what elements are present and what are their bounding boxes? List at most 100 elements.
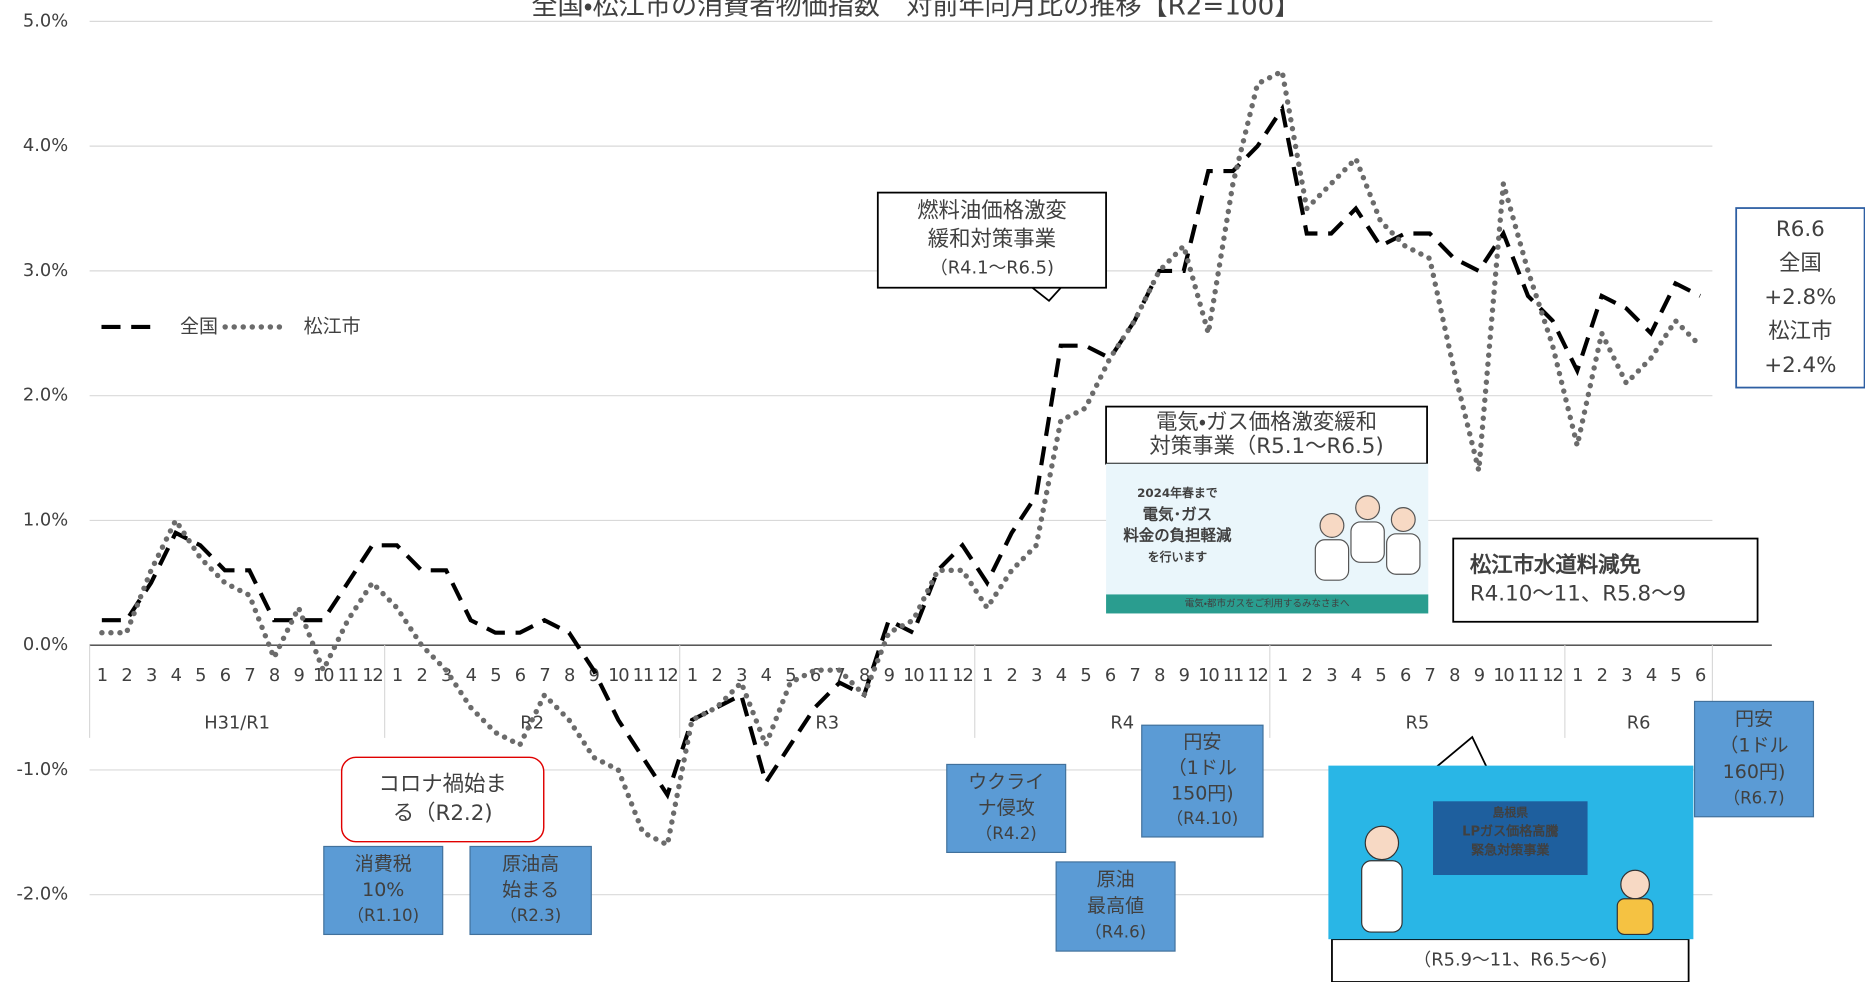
x-tick-label: 9 bbox=[1179, 665, 1190, 686]
illustration-figure bbox=[1356, 496, 1380, 520]
annotation-text: R4.10～11、R5.8～9 bbox=[1470, 581, 1686, 606]
annotation-text: 160円) bbox=[1723, 761, 1786, 783]
x-tick-label: 8 bbox=[269, 665, 280, 686]
illustration-text: 島根県 bbox=[1492, 806, 1528, 820]
x-tick-label: 8 bbox=[1449, 665, 1460, 686]
x-tick-label: 7 bbox=[1130, 665, 1140, 686]
annotation-text: 円安 bbox=[1183, 731, 1221, 753]
x-tick-label: 6 bbox=[1695, 665, 1706, 686]
y-tick-label: -1.0% bbox=[16, 759, 68, 780]
annotation-text: 燃料油価格激変 bbox=[917, 199, 1067, 224]
illustration-figure bbox=[1621, 870, 1650, 899]
annotation: 松江市水道料減免 R4.10～11、R5.8～9 bbox=[1453, 539, 1757, 622]
annotation-text: （1ドル bbox=[1168, 757, 1237, 779]
callout-pointer bbox=[1437, 737, 1487, 767]
x-tick-label: 1 bbox=[392, 665, 402, 686]
annotation-box bbox=[342, 757, 544, 841]
illustration-footer: 電気・都市ガスをご利用するみなさまへ bbox=[1185, 597, 1350, 609]
x-tick-label: 7 bbox=[244, 665, 254, 686]
illustration-figure bbox=[1315, 540, 1348, 580]
x-tick-label: 3 bbox=[1326, 665, 1336, 686]
x-tick-label: 11 bbox=[633, 665, 653, 686]
annotation-text: 10% bbox=[362, 879, 404, 901]
x-tick-label: 10 bbox=[1493, 665, 1514, 686]
group-label: R4 bbox=[1110, 713, 1134, 734]
illustration-figure bbox=[1362, 861, 1402, 932]
x-tick-label: 7 bbox=[539, 665, 549, 686]
annotation-text: 消費税 bbox=[355, 853, 412, 875]
annotation-text: 原油高 bbox=[502, 853, 559, 875]
x-tick-label: 12 bbox=[1247, 665, 1267, 686]
x-tick-label: 4 bbox=[171, 665, 182, 686]
annotation-text: 緩和対策事業 bbox=[928, 227, 1056, 252]
illustration-figure bbox=[1387, 534, 1420, 574]
x-tick-label: 3 bbox=[1031, 665, 1041, 686]
annotation-text: （R4.10) bbox=[1167, 809, 1239, 828]
annotation: R6.6全国+2.8%松江市+2.4% bbox=[1736, 208, 1864, 388]
x-tick-label: 6 bbox=[220, 665, 231, 686]
annotation: （R5.9～11、R6.5～6) bbox=[1332, 939, 1689, 982]
y-tick-label: 3.0% bbox=[23, 260, 68, 281]
illustration-text: を行います bbox=[1148, 550, 1207, 564]
x-tick-label: 2 bbox=[416, 665, 426, 686]
body: 全国・松江市の消費者物価指数 対前年同月比の推移【R2=100】 -2.0%-1… bbox=[0, 0, 1865, 982]
x-tick-label: 1 bbox=[982, 665, 992, 686]
x-tick-label: 10 bbox=[903, 665, 924, 686]
group-label: R5 bbox=[1405, 713, 1429, 734]
annotation: 燃料油価格激変緩和対策事業（R4.1～R6.5) bbox=[878, 193, 1106, 288]
x-tick-label: 4 bbox=[761, 665, 772, 686]
x-tick-label: 4 bbox=[1646, 665, 1657, 686]
annotation-text: る（R2.2) bbox=[393, 801, 493, 826]
annotation-text: （R6.7) bbox=[1723, 788, 1784, 807]
chart: 全国・松江市の消費者物価指数 対前年同月比の推移【R2=100】 -2.0%-1… bbox=[0, 0, 1865, 982]
illustration-text: LPガス価格高騰 bbox=[1462, 824, 1559, 840]
x-tick-label: 1 bbox=[1277, 665, 1287, 686]
annotation: 電気・ガス価格激変緩和対策事業（R5.1～R6.5) bbox=[1106, 407, 1427, 464]
x-tick-label: 11 bbox=[928, 665, 948, 686]
x-tick-label: 2 bbox=[1302, 665, 1312, 686]
x-tick-label: 2 bbox=[712, 665, 722, 686]
illustration-figure bbox=[1617, 899, 1653, 935]
x-tick-label: 5 bbox=[1670, 665, 1680, 686]
annotation: 円安（1ドル150円)（R4.10) bbox=[1142, 725, 1263, 837]
x-tick-label: 5 bbox=[1080, 665, 1090, 686]
x-tick-label: 5 bbox=[1375, 665, 1385, 686]
x-tick-label: 2 bbox=[1597, 665, 1607, 686]
illustration-figure bbox=[1391, 508, 1415, 532]
annotation-text: 対策事業（R5.1～R6.5) bbox=[1149, 434, 1383, 459]
x-tick-label: 7 bbox=[1425, 665, 1435, 686]
annotation-text: （R5.9～11、R6.5～6) bbox=[1413, 950, 1607, 971]
annotation-text: 円安 bbox=[1735, 708, 1773, 730]
annotation-text: 始まる bbox=[502, 879, 559, 901]
x-tick-label: 9 bbox=[294, 665, 305, 686]
x-tick-label: 1 bbox=[1572, 665, 1582, 686]
x-tick-label: 2 bbox=[121, 665, 131, 686]
x-tick-label: 11 bbox=[1518, 665, 1538, 686]
annotation-text: 原油 bbox=[1097, 868, 1135, 890]
x-tick-label: 1 bbox=[687, 665, 697, 686]
annotation-text: （R4.2) bbox=[976, 824, 1037, 843]
callout-pointer bbox=[1032, 288, 1061, 301]
illustration-figure bbox=[1320, 514, 1344, 538]
x-tick-label: 12 bbox=[952, 665, 972, 686]
y-tick-label: 1.0% bbox=[23, 509, 68, 530]
x-tick-label: 10 bbox=[1198, 665, 1219, 686]
annotation-text: R6.6 bbox=[1776, 217, 1825, 242]
y-tick-label: 0.0% bbox=[23, 634, 68, 655]
x-tick-label: 5 bbox=[195, 665, 205, 686]
annotation-text: ウクライ bbox=[968, 771, 1044, 793]
x-tick-label: 1 bbox=[97, 665, 107, 686]
x-tick-label: 6 bbox=[810, 665, 821, 686]
annotation-text: 松江市水道料減免 bbox=[1470, 552, 1641, 578]
x-tick-label: 10 bbox=[608, 665, 629, 686]
group-label: H31/R1 bbox=[204, 713, 270, 734]
annotation-text: +2.8% bbox=[1764, 285, 1836, 310]
annotation-text: 全国 bbox=[1779, 251, 1822, 276]
